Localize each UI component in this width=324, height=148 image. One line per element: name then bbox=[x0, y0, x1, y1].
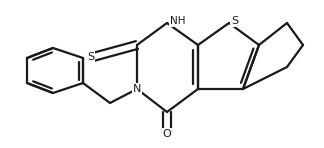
Text: NH: NH bbox=[170, 16, 186, 26]
Text: S: S bbox=[87, 52, 95, 62]
Text: S: S bbox=[231, 16, 238, 26]
Text: N: N bbox=[133, 84, 141, 94]
Text: O: O bbox=[163, 129, 171, 139]
